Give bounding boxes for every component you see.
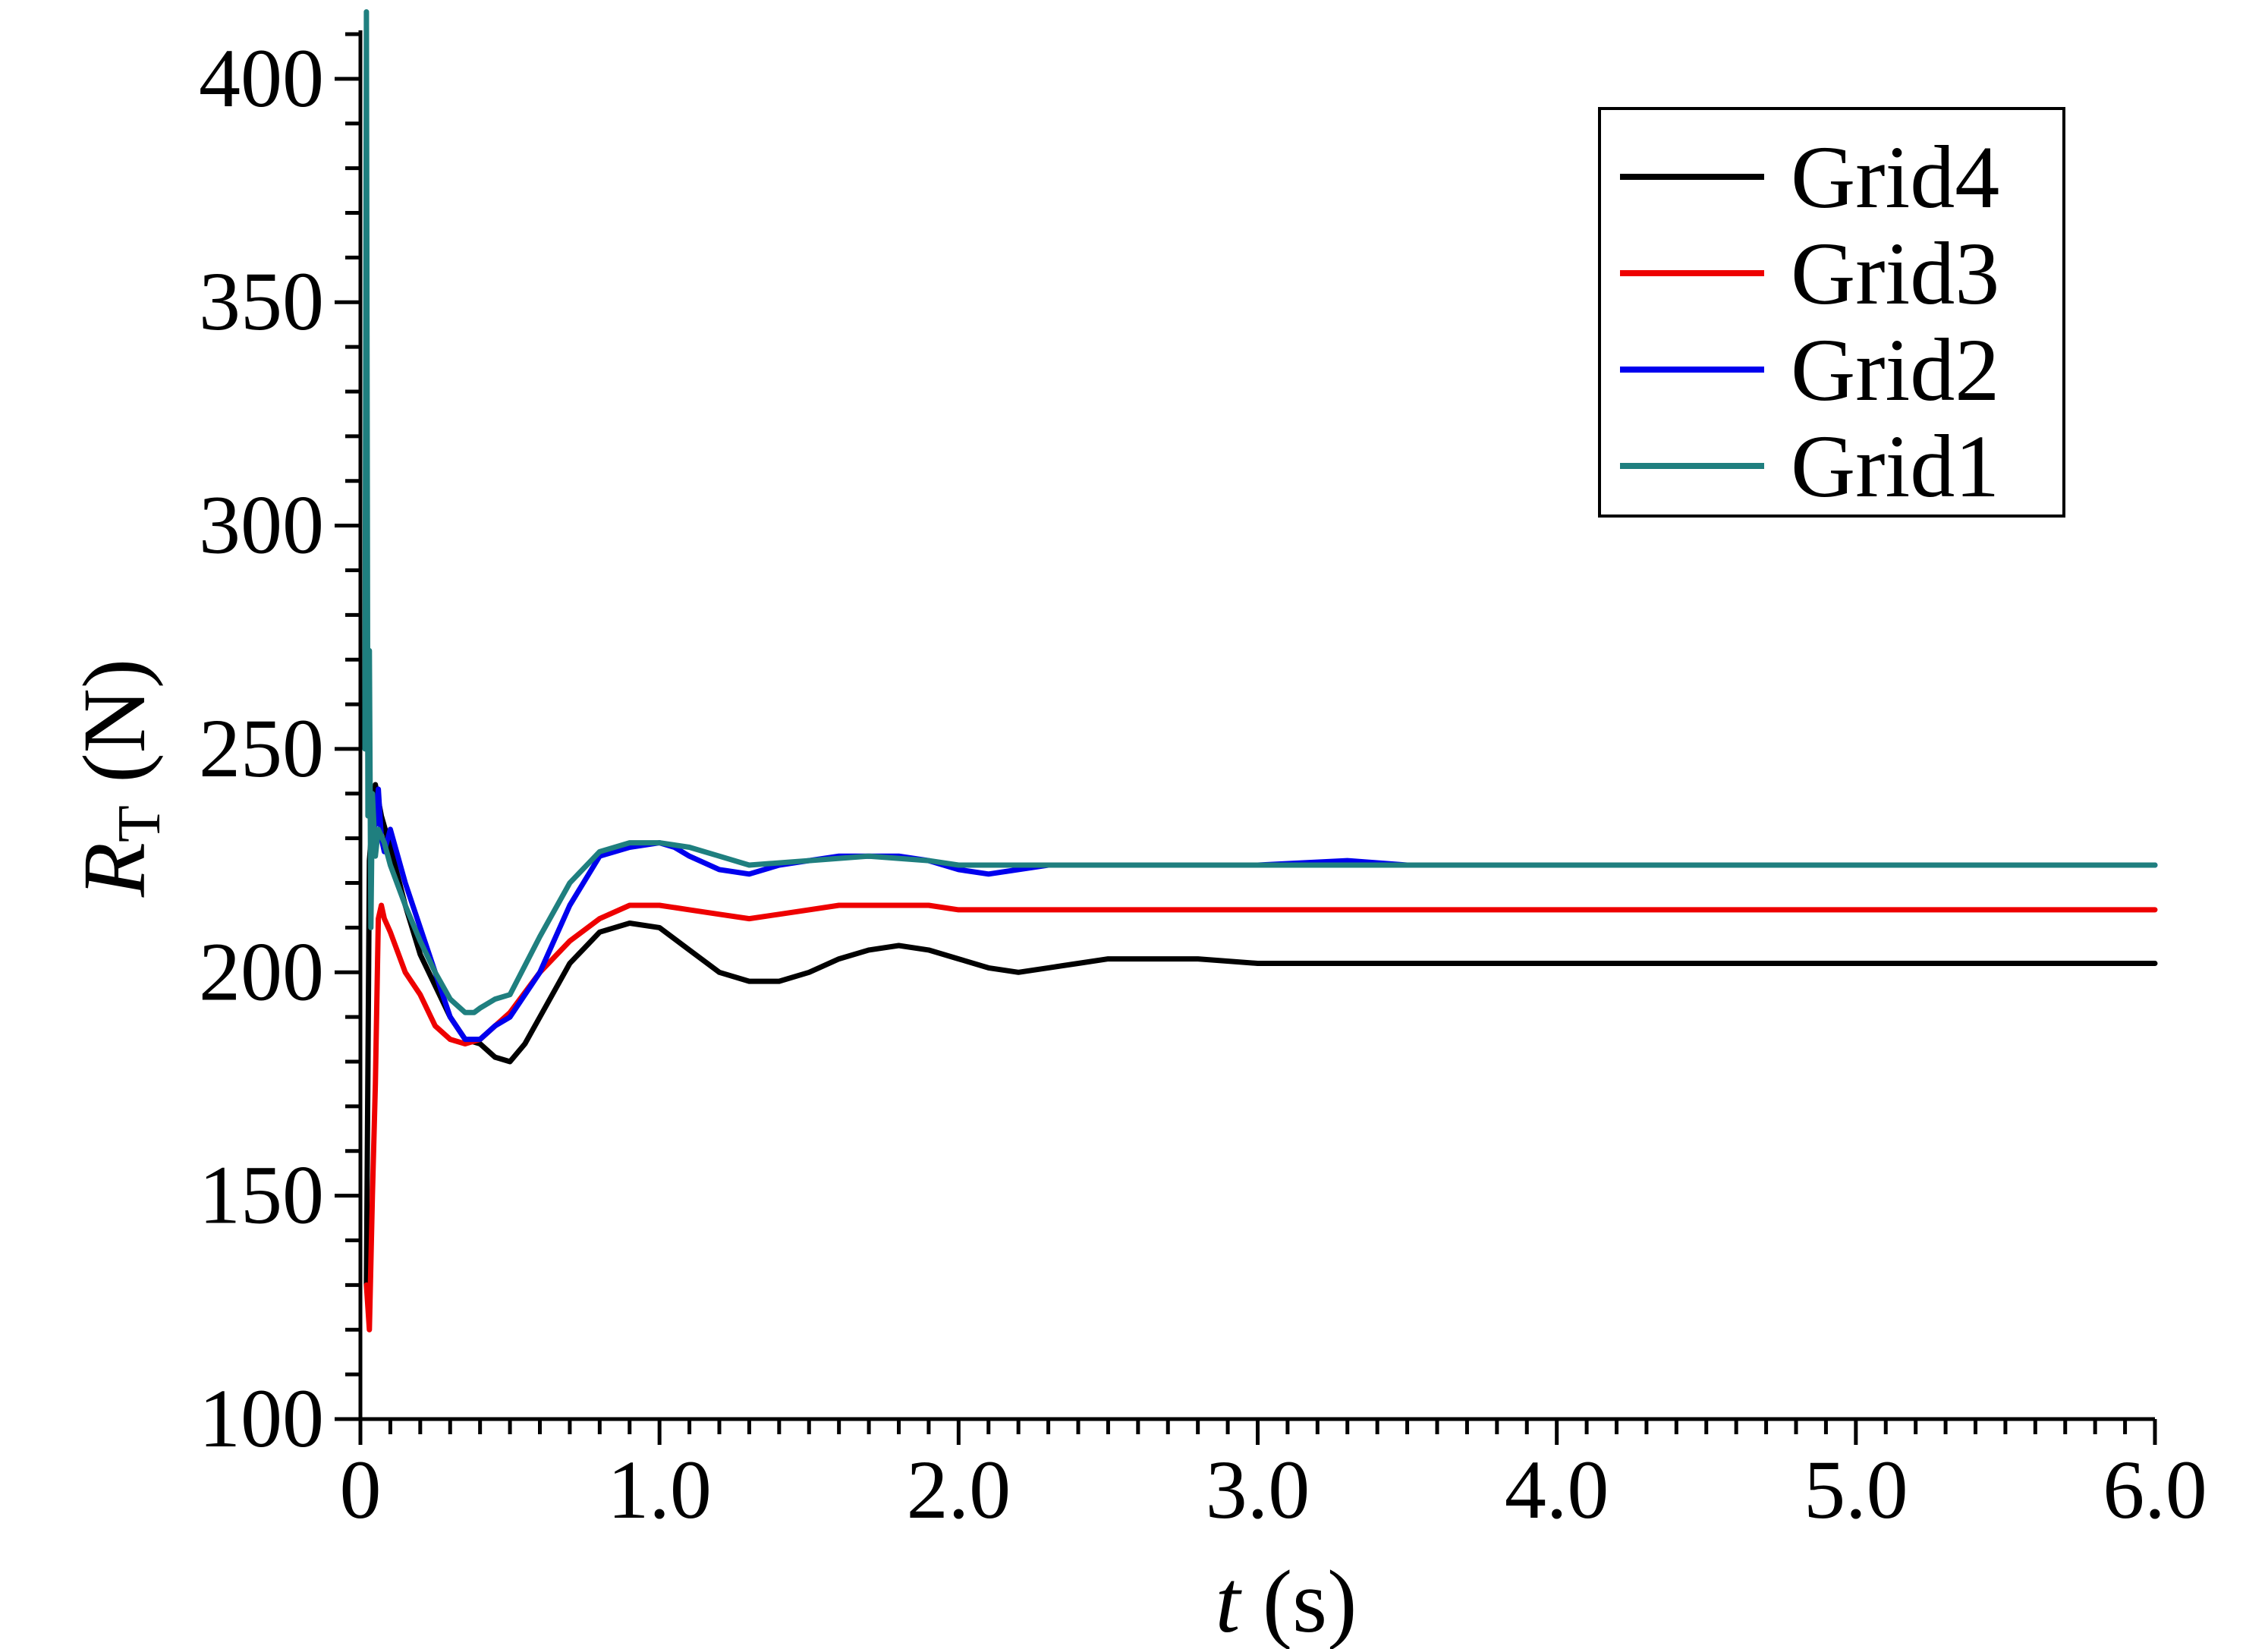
y-tick-label: 100 [199, 1372, 324, 1465]
x-tick-label: 2.0 [907, 1443, 1011, 1536]
series-line-grid3 [363, 902, 2158, 1333]
y-tick-label: 300 [199, 479, 324, 571]
x-axis-title: t (s) [1216, 1552, 1357, 1649]
y-tick-label: 150 [199, 1149, 324, 1241]
y-tick-label: 200 [199, 925, 324, 1018]
series-line-grid1 [362, 9, 2158, 1015]
series-layer [362, 9, 2158, 1333]
series-line-grid2 [363, 701, 2158, 1043]
legend-label-grid1: Grid1 [1791, 417, 1999, 516]
x-tick-label: 0 [340, 1443, 382, 1536]
y-tick-label: 250 [199, 702, 324, 795]
legend-label-grid3: Grid3 [1791, 224, 1999, 323]
y-tick-label: 400 [199, 32, 324, 124]
y-axis-title: RT (N) [64, 659, 173, 898]
ticks-layer [335, 32, 2157, 1445]
series-line-grid4 [363, 782, 2158, 1288]
labels-layer: 100 150 200 250 300 350 400 0 1.0 2.0 3.0 4.0 5.0 6.0 [199, 32, 2207, 1536]
x-axis-variable: t [1216, 1552, 1243, 1649]
x-tick-label: 5.0 [1804, 1443, 1908, 1536]
y-axis-variable: R [64, 842, 164, 898]
x-tick-label: 3.0 [1206, 1443, 1310, 1536]
legend-label-grid2: Grid2 [1791, 320, 1999, 420]
y-axis-unit: (N) [64, 659, 164, 805]
x-tick-label: 6.0 [2103, 1443, 2207, 1536]
x-axis-unit: (s) [1240, 1552, 1357, 1649]
x-tick-label: 4.0 [1505, 1443, 1609, 1536]
y-tick-label: 350 [199, 255, 324, 348]
x-tick-label: 1.0 [607, 1443, 712, 1536]
y-axis-subscript: T [106, 805, 173, 842]
legend-label-grid4: Grid4 [1791, 127, 1999, 227]
